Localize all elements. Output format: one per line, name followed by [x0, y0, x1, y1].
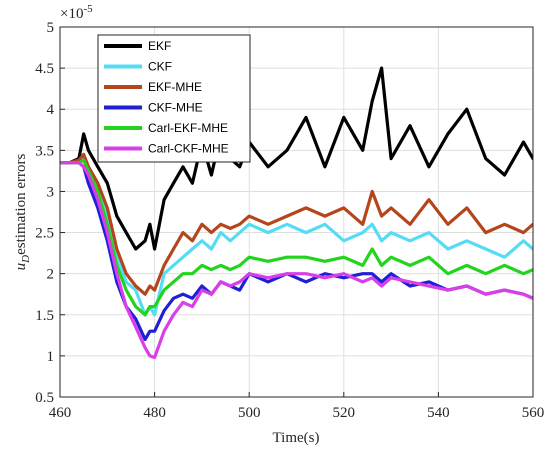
- x-tick-label: 540: [427, 405, 450, 421]
- series-line-ckf: [60, 157, 533, 317]
- y-tick-label: 4: [47, 102, 55, 118]
- x-tick-label: 560: [522, 405, 545, 421]
- y-tick-label: 1: [47, 349, 55, 365]
- y-tick-label: 4.5: [35, 61, 54, 77]
- y-tick-label: 3.5: [35, 143, 54, 159]
- y-tick-label: 5: [47, 20, 55, 36]
- series-line-ekf-mhe: [60, 152, 533, 296]
- legend-label: Carl-EKF-MHE: [148, 121, 228, 135]
- legend-label: EKF: [148, 39, 171, 53]
- x-tick-label: 500: [238, 405, 261, 421]
- y-axis-exponent: ×10-5: [60, 3, 93, 22]
- legend-label: Carl-CKF-MHE: [148, 142, 229, 156]
- plot-frame: [59, 26, 534, 398]
- y-axis-label: uDestimation errors: [13, 154, 32, 271]
- series-line-carl-ckf-mhe: [60, 161, 533, 360]
- y-tick-label: 0.5: [35, 390, 54, 406]
- y-tick-label: 2: [47, 267, 55, 283]
- legend-box: [97, 34, 251, 163]
- y-tick-label: 2.5: [35, 226, 54, 242]
- x-axis-ticks: 460 480 500 520 540 560: [49, 392, 545, 421]
- x-tick-label: 480: [143, 405, 166, 421]
- series-lines: [60, 66, 533, 360]
- legend: EKF CKF EKF-MHE CKF-MHE Carl-EKF-MHE Carl-CKF…: [97, 34, 251, 163]
- y-tick-label: 3: [47, 184, 55, 200]
- series-line-carl-ekf-mhe: [60, 158, 533, 317]
- x-tick-label: 460: [49, 405, 72, 421]
- y-tick-label: 1.5: [35, 308, 54, 324]
- legend-label: EKF-MHE: [148, 80, 202, 94]
- legend-label: CKF-MHE: [148, 101, 203, 115]
- x-axis-label: Time(s): [273, 430, 320, 446]
- x-tick-label: 520: [333, 405, 356, 421]
- y-axis-ticks: 0.5 1 1.5 2 2.5 3 3.5 4 4.5 5: [35, 20, 65, 406]
- legend-label: CKF: [148, 60, 172, 74]
